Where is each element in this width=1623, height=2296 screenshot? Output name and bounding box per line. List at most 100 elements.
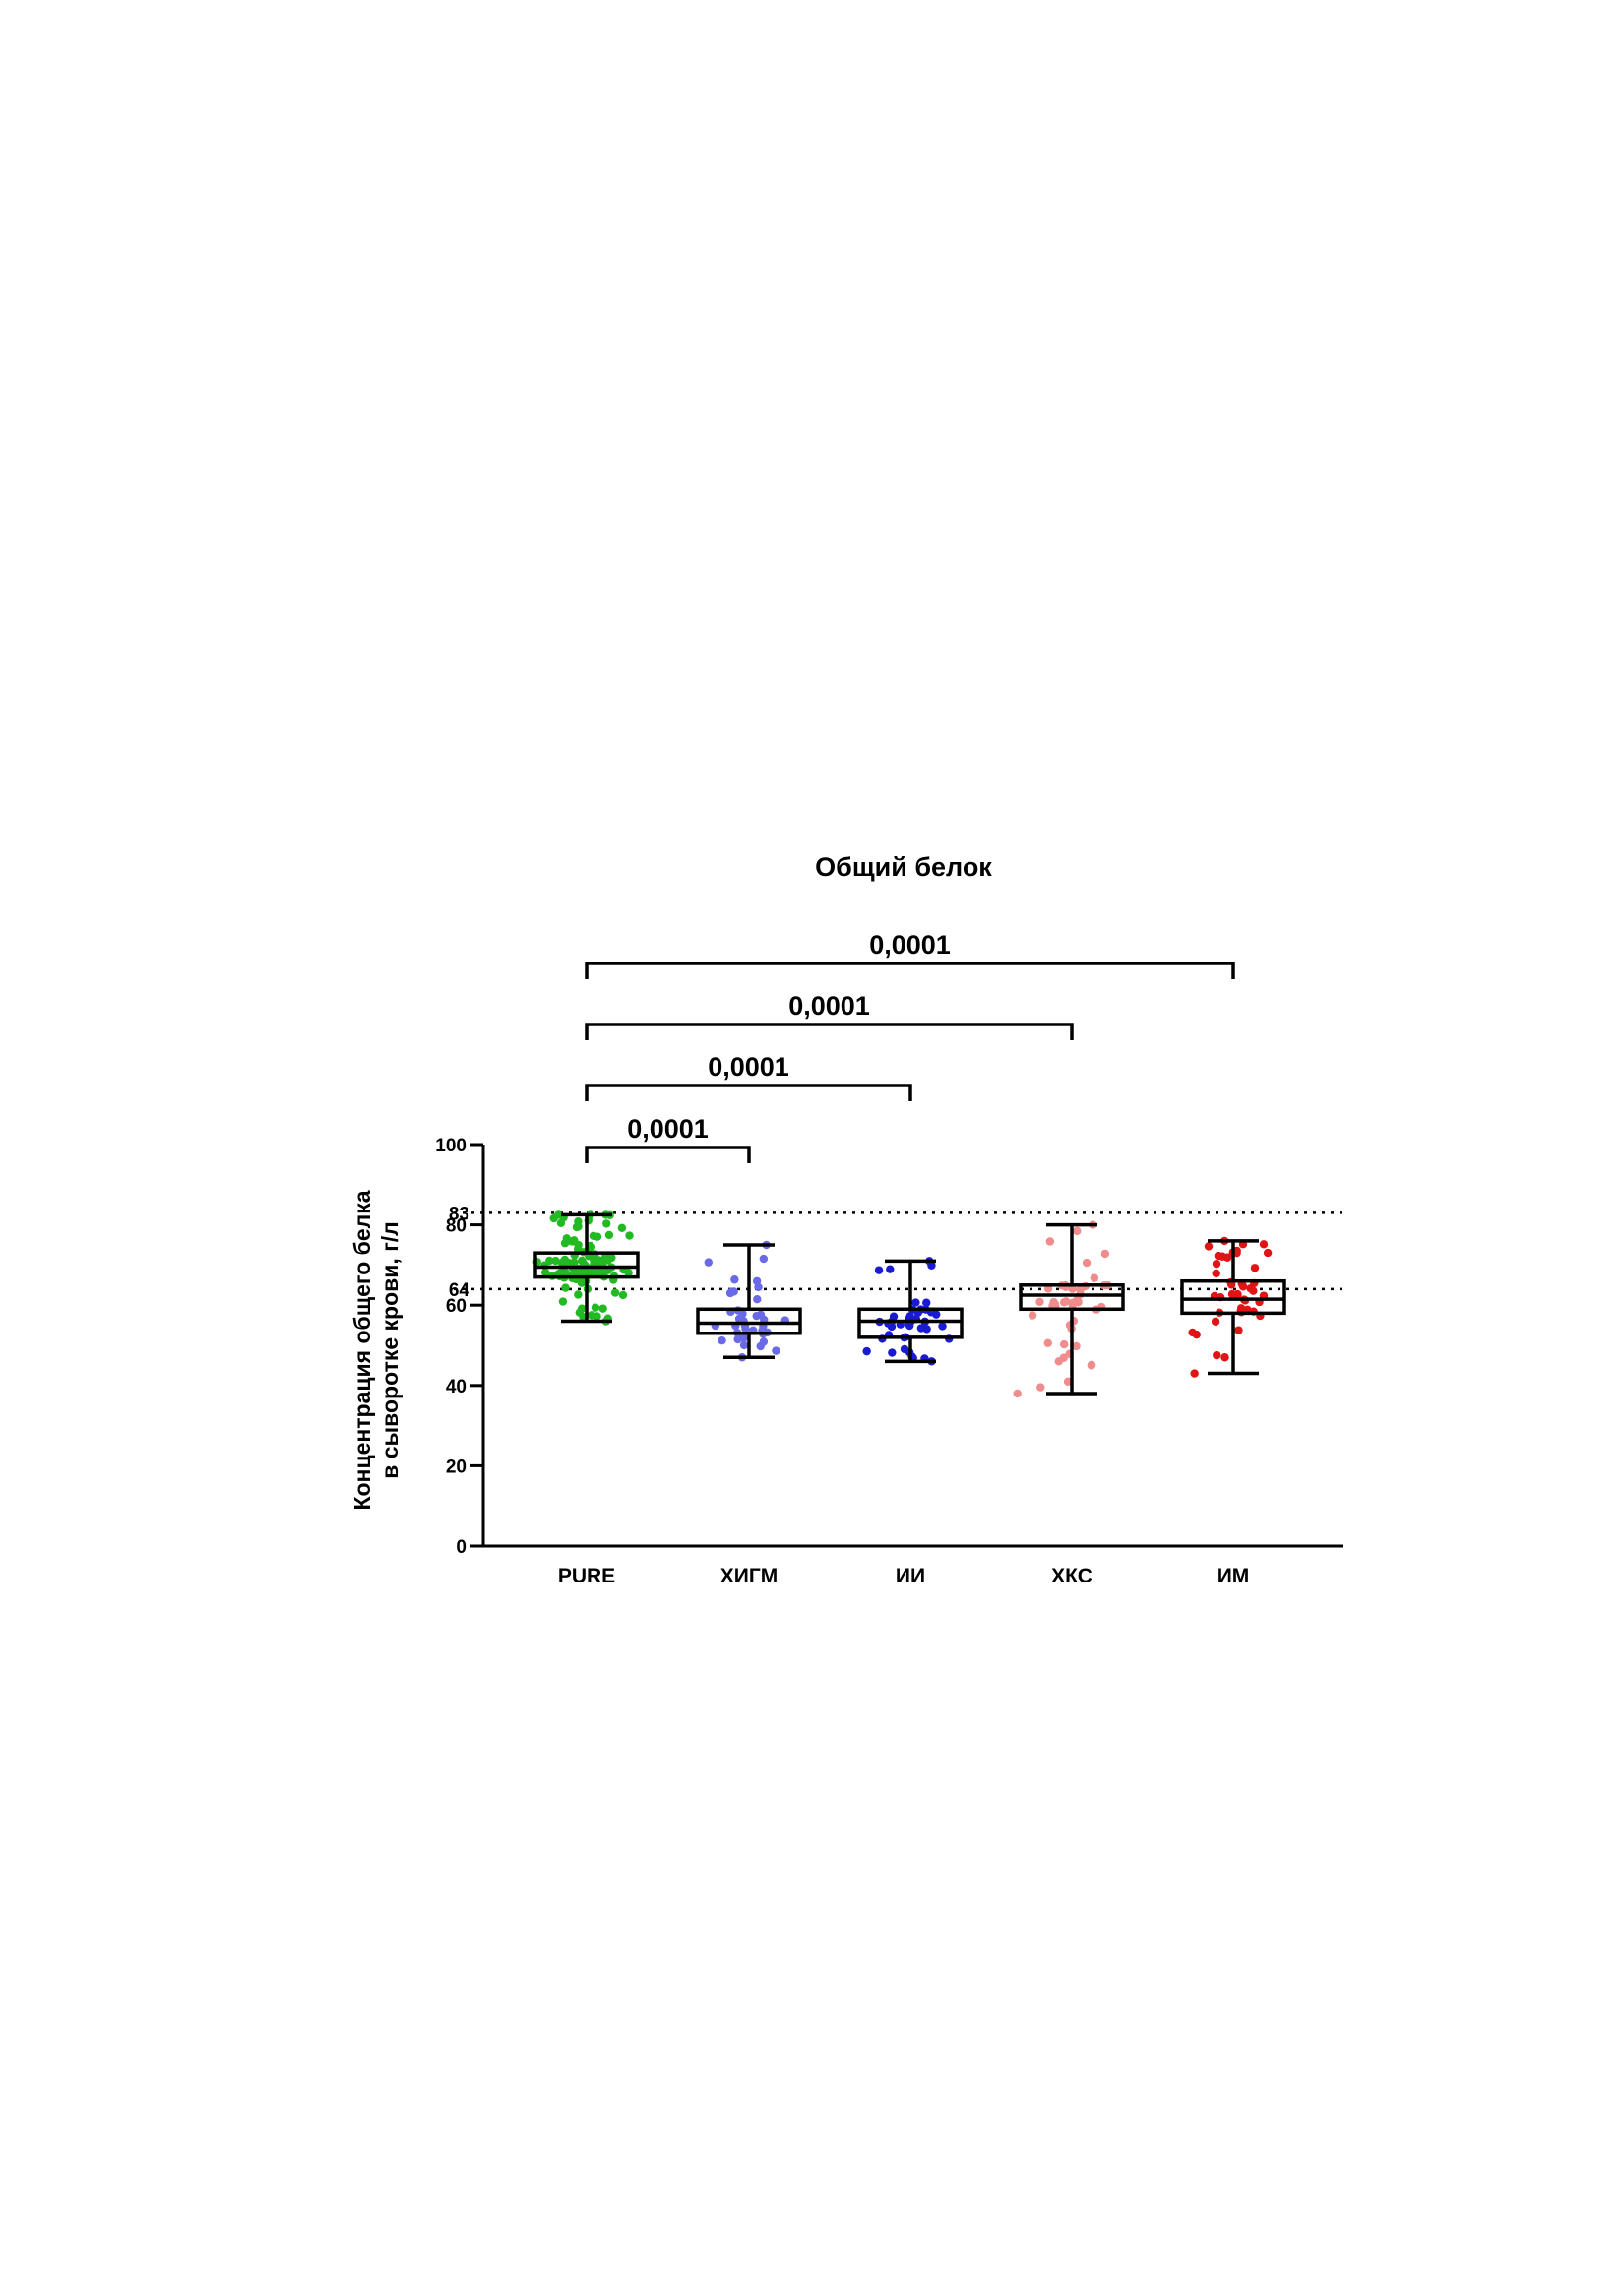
- data-point: [1059, 1339, 1069, 1349]
- data-point: [911, 1298, 920, 1307]
- reference-lines: 83 64: [449, 1204, 1343, 1301]
- box-5: [1180, 1239, 1286, 1376]
- box-iqr: [1180, 1278, 1286, 1316]
- data-point: [625, 1231, 634, 1240]
- x-tick-label: ХКС: [1051, 1565, 1092, 1587]
- data-point: [1054, 1357, 1063, 1366]
- data-point: [1072, 1341, 1081, 1351]
- bracket-line: [585, 962, 1235, 979]
- box-4: [1019, 1222, 1125, 1396]
- data-point: [561, 1283, 570, 1292]
- data-point: [554, 1210, 563, 1219]
- data-point: [927, 1261, 936, 1270]
- data-point: [1204, 1242, 1214, 1251]
- comparison-brackets: 0,0001 0,0001 0,0001 0,0001: [585, 930, 1235, 1163]
- box-2: [696, 1243, 802, 1359]
- data-point: [1211, 1317, 1220, 1326]
- data-point: [1068, 1300, 1077, 1310]
- data-point: [1043, 1338, 1052, 1347]
- data-point: [1213, 1350, 1221, 1360]
- data-point: [752, 1276, 762, 1286]
- data-point: [704, 1258, 714, 1267]
- data-point: [874, 1266, 884, 1274]
- data-point: [1013, 1389, 1022, 1398]
- data-point: [1236, 1304, 1246, 1313]
- x-tick-label: ХИГМ: [720, 1565, 779, 1587]
- bracket-line: [585, 1084, 912, 1101]
- data-point: [1250, 1264, 1260, 1272]
- comparison-bracket: 0,0001: [585, 1114, 751, 1163]
- data-point: [604, 1230, 614, 1240]
- comparison-bracket: 0,0001: [585, 991, 1074, 1040]
- y-tick-label: 60: [446, 1296, 467, 1317]
- bracket-line: [585, 1146, 751, 1163]
- data-point: [1028, 1311, 1037, 1320]
- data-point: [1238, 1282, 1248, 1291]
- data-point: [1063, 1377, 1073, 1387]
- data-point: [739, 1334, 748, 1343]
- data-point: [916, 1324, 926, 1333]
- data-point: [1073, 1226, 1082, 1236]
- data-point: [595, 1256, 604, 1266]
- data-point: [889, 1312, 899, 1321]
- data-point: [932, 1310, 941, 1319]
- box-plots: [533, 1212, 1286, 1396]
- reference-line-label: 64: [449, 1280, 470, 1301]
- data-point: [759, 1254, 769, 1264]
- data-point: [1068, 1284, 1077, 1293]
- data-point: [1188, 1328, 1197, 1337]
- data-point: [862, 1346, 871, 1356]
- box-3: [857, 1259, 964, 1364]
- data-point: [1259, 1240, 1269, 1249]
- data-point: [1234, 1326, 1243, 1334]
- box-iqr: [533, 1251, 640, 1279]
- data-point: [556, 1268, 566, 1277]
- data-point: [759, 1337, 769, 1346]
- data-point: [1222, 1253, 1232, 1262]
- data-point: [886, 1265, 895, 1273]
- data-point: [1045, 1237, 1055, 1246]
- data-point: [598, 1304, 607, 1313]
- box-iqr: [696, 1307, 802, 1335]
- data-point: [1076, 1285, 1085, 1294]
- data-point: [618, 1290, 628, 1300]
- data-point: [1082, 1258, 1092, 1268]
- data-point: [568, 1237, 578, 1246]
- data-point: [1036, 1383, 1045, 1392]
- reference-line-label: 83: [449, 1204, 469, 1224]
- y-tick-label: 40: [446, 1377, 467, 1397]
- p-value-label: 0,0001: [788, 991, 870, 1021]
- data-point: [617, 1223, 627, 1233]
- data-point: [1263, 1248, 1273, 1258]
- data-point: [753, 1294, 762, 1304]
- data-point: [593, 1312, 601, 1321]
- y-axis-label-line-2: в сыворотке крови, г/л: [377, 1221, 403, 1479]
- data-point: [1049, 1297, 1058, 1307]
- data-point: [739, 1340, 749, 1350]
- data-point: [1233, 1289, 1242, 1299]
- data-point: [1087, 1360, 1096, 1370]
- data-point: [888, 1348, 897, 1357]
- data-point: [574, 1222, 583, 1231]
- data-point: [718, 1336, 726, 1345]
- p-value-label: 0,0001: [627, 1114, 709, 1144]
- box-iqr: [857, 1307, 964, 1339]
- data-point: [1090, 1273, 1099, 1282]
- data-point: [574, 1290, 583, 1299]
- y-tick-label: 80: [446, 1216, 467, 1237]
- data-point: [1100, 1249, 1110, 1259]
- data-point: [560, 1239, 570, 1248]
- data-point: [593, 1232, 602, 1241]
- x-tick-label: ИМ: [1217, 1565, 1250, 1587]
- p-value-label: 0,0001: [708, 1052, 789, 1082]
- y-tick-label: 0: [456, 1537, 467, 1558]
- box-iqr: [1019, 1283, 1125, 1312]
- chart-title: Общий белок: [815, 852, 992, 882]
- data-point: [752, 1311, 761, 1321]
- data-point: [1220, 1353, 1229, 1362]
- data-point: [738, 1309, 747, 1319]
- y-axis-label-line-1: Концентрация общего белка: [349, 1190, 375, 1510]
- y-tick-label: 100: [435, 1136, 467, 1156]
- data-point: [557, 1258, 567, 1268]
- data-point: [551, 1256, 560, 1266]
